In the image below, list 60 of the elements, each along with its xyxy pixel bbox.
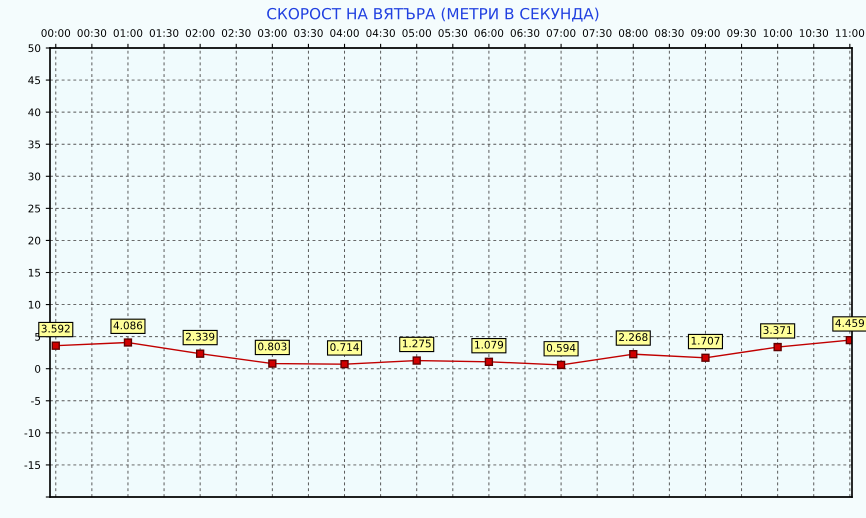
point	[484, 358, 494, 366]
point	[124, 338, 132, 347]
data-label: 0.714	[330, 343, 359, 352]
y-tick-label: 35	[28, 140, 40, 148]
point	[556, 360, 566, 370]
x-tick-label: 10:30	[800, 29, 828, 37]
x-tick-label: 08:00	[618, 29, 648, 37]
y-tick-label: 15	[28, 268, 40, 277]
x-tick-label: 06:30	[510, 29, 540, 37]
y-tick-label: 0	[35, 364, 40, 373]
point	[268, 359, 277, 368]
x-tick-label: 05:00	[402, 29, 432, 37]
point	[629, 350, 638, 358]
point	[701, 354, 710, 362]
x-tick-label: 04:00	[330, 29, 359, 37]
x-tick-label: 07:00	[546, 29, 576, 37]
x-tick-label: 00:30	[78, 29, 106, 37]
x-tick-label: 04:30	[366, 29, 395, 37]
y-tick-label: -15	[24, 461, 40, 470]
x-tick-label: 01:30	[150, 29, 178, 37]
x-tick-label: 01:00	[114, 29, 142, 37]
data-label: 2.268	[619, 333, 648, 342]
data-label: 3.592	[42, 324, 70, 333]
data-label: 4.459	[835, 319, 864, 327]
y-tick-label: 25	[28, 204, 40, 212]
data-label: 2.339	[186, 332, 214, 341]
x-tick-label: 00:00	[41, 29, 70, 37]
x-tick-label: 09:00	[691, 29, 720, 37]
x-tick-label: 03:00	[258, 29, 287, 37]
point	[412, 356, 421, 365]
x-tick-label: 06:00	[474, 29, 504, 37]
x-tick-label: 09:30	[727, 29, 756, 37]
y-tick-label: 45	[28, 76, 40, 84]
data-label: 0.594	[546, 344, 576, 352]
y-tick-label: 30	[28, 172, 40, 180]
y-tick-label: 20	[28, 236, 40, 245]
point	[52, 342, 60, 350]
point	[196, 350, 204, 358]
x-tick-label: 07:30	[582, 29, 612, 37]
x-tick-label: 10:00	[764, 29, 792, 37]
x-tick-label: 02:30	[222, 29, 251, 37]
y-tick-label: -10	[24, 429, 40, 437]
y-tick-label: -5	[31, 397, 40, 405]
x-tick-label: 11:00	[836, 29, 864, 37]
data-label: 0.803	[258, 342, 286, 350]
y-tick-label: 10	[28, 300, 40, 309]
chart-title: СКОРОСТ НА ВЯТЪРА (МЕТРИ В СЕКУНДА)	[267, 8, 598, 22]
y-tick-label: 50	[28, 44, 40, 52]
data-label: 4.086	[114, 321, 142, 330]
x-tick-label: 08:30	[655, 29, 684, 37]
y-tick-label: 40	[28, 108, 40, 116]
x-tick-label: 03:30	[294, 29, 323, 37]
data-label: 1.275	[402, 340, 431, 348]
data-label: 1.707	[692, 336, 720, 345]
x-tick-label: 02:00	[186, 29, 214, 37]
x-tick-label: 05:30	[438, 29, 468, 37]
point	[340, 360, 349, 368]
data-label: 3.371	[764, 326, 792, 334]
data-label: 1.079	[475, 340, 504, 349]
point	[773, 342, 782, 352]
